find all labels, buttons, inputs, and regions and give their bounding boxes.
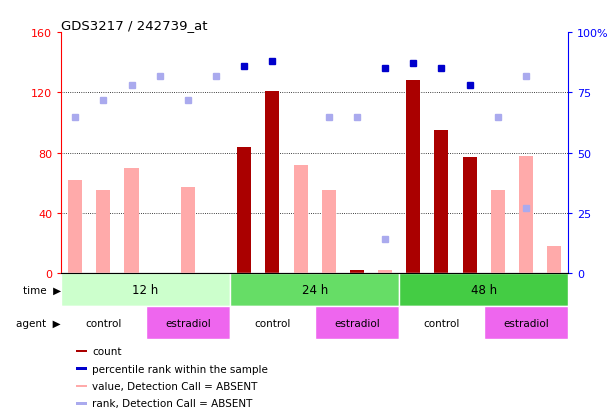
Bar bbox=[76, 368, 87, 370]
Bar bbox=[378, 271, 392, 273]
Bar bbox=[237, 147, 251, 273]
Bar bbox=[97, 191, 111, 273]
Bar bbox=[76, 402, 87, 405]
Bar bbox=[125, 169, 139, 273]
Text: GDS3217 / 242739_at: GDS3217 / 242739_at bbox=[61, 19, 208, 32]
Text: value, Detection Call = ABSENT: value, Detection Call = ABSENT bbox=[92, 381, 257, 392]
Bar bbox=[519, 156, 533, 273]
Text: time  ▶: time ▶ bbox=[23, 285, 61, 295]
Text: agent  ▶: agent ▶ bbox=[16, 318, 61, 328]
Text: control: control bbox=[254, 318, 291, 328]
Bar bbox=[230, 306, 315, 339]
Bar bbox=[547, 247, 561, 273]
Bar bbox=[293, 165, 307, 273]
Text: 48 h: 48 h bbox=[470, 283, 497, 297]
Bar bbox=[399, 306, 484, 339]
Bar bbox=[265, 92, 279, 273]
Bar bbox=[463, 158, 477, 273]
Text: estradiol: estradiol bbox=[334, 318, 380, 328]
Bar bbox=[61, 306, 145, 339]
Text: estradiol: estradiol bbox=[165, 318, 211, 328]
Bar bbox=[76, 350, 87, 352]
Text: percentile rank within the sample: percentile rank within the sample bbox=[92, 364, 268, 374]
Bar bbox=[491, 191, 505, 273]
Text: 12 h: 12 h bbox=[133, 283, 159, 297]
Bar bbox=[315, 306, 399, 339]
Text: control: control bbox=[423, 318, 459, 328]
Bar bbox=[181, 188, 195, 273]
Text: count: count bbox=[92, 346, 122, 356]
Bar bbox=[434, 131, 448, 273]
Text: 24 h: 24 h bbox=[302, 283, 327, 297]
Bar bbox=[68, 180, 82, 273]
Text: control: control bbox=[85, 318, 122, 328]
Bar bbox=[399, 273, 568, 306]
Bar bbox=[230, 273, 399, 306]
Text: rank, Detection Call = ABSENT: rank, Detection Call = ABSENT bbox=[92, 399, 252, 408]
Bar bbox=[350, 271, 364, 273]
Bar bbox=[484, 306, 568, 339]
Bar bbox=[406, 81, 420, 273]
Bar bbox=[61, 273, 230, 306]
Bar bbox=[145, 306, 230, 339]
Bar bbox=[322, 191, 336, 273]
Bar bbox=[76, 385, 87, 387]
Text: estradiol: estradiol bbox=[503, 318, 549, 328]
